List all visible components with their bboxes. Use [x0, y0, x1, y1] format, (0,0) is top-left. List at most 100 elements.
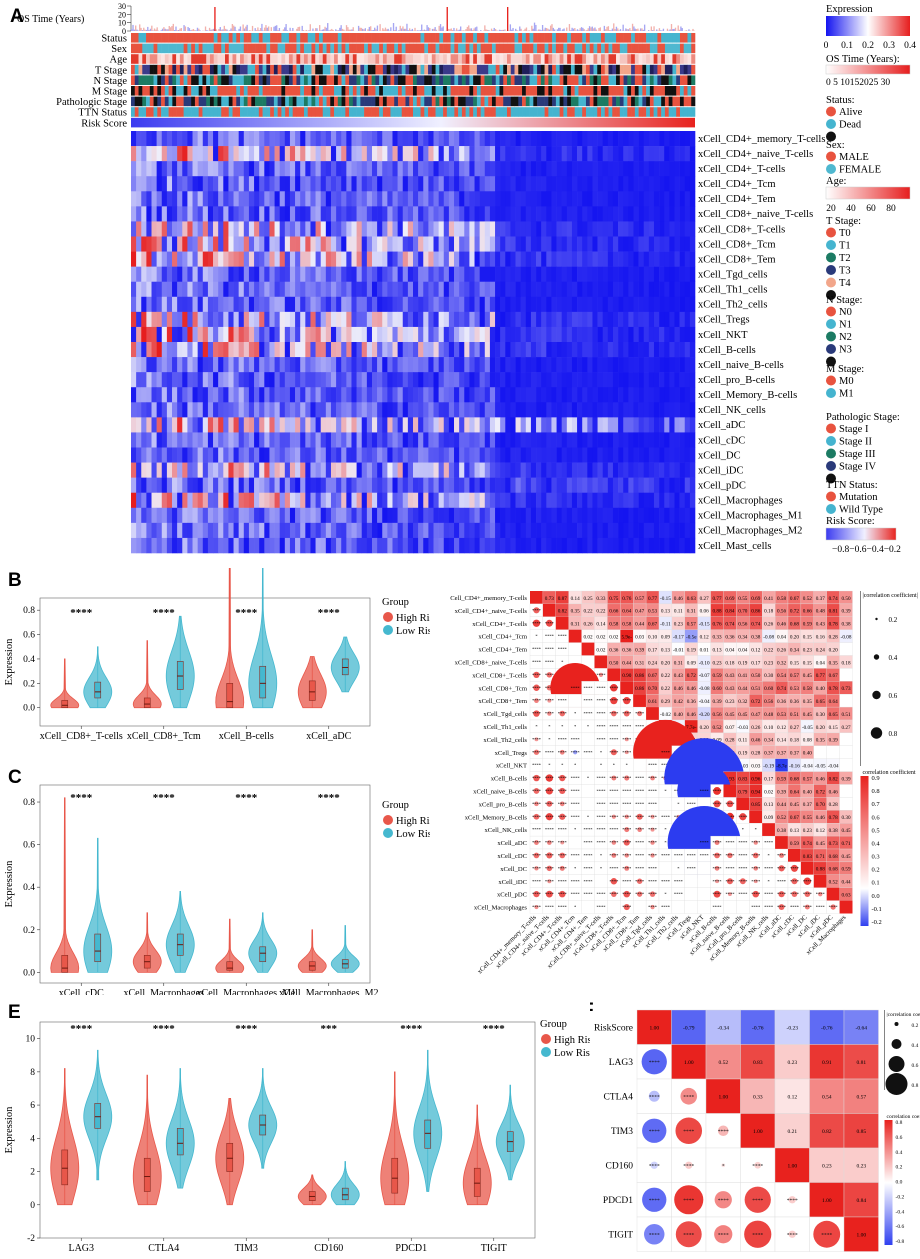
heatmap-cell	[664, 251, 670, 267]
heatmap-cell	[454, 146, 460, 162]
heatmap-cell	[182, 146, 188, 162]
heatmap-cell	[146, 462, 152, 478]
heatmap-cell	[341, 507, 347, 524]
heatmap-cell	[238, 357, 245, 373]
os-bar	[282, 29, 285, 31]
heatmap-cell	[474, 206, 480, 222]
heatmap-cell	[279, 462, 286, 478]
heatmap-cell	[556, 311, 562, 328]
heatmap-cell	[438, 537, 445, 554]
annotation-cell	[473, 86, 478, 96]
heatmap-cell	[177, 537, 183, 554]
os-bar	[535, 24, 537, 31]
heatmap-cell	[571, 236, 578, 252]
annotation-cell	[522, 107, 527, 117]
heatmap-cell	[669, 146, 675, 162]
heatmap-cell	[284, 176, 291, 192]
annotation-cell	[292, 64, 297, 75]
annotation-cell	[228, 43, 233, 54]
heatmap-cell	[433, 266, 439, 283]
heatmap-cell	[259, 357, 265, 373]
heatmap-cell	[141, 326, 147, 343]
heatmap-cell	[161, 387, 168, 403]
heatmap-cell	[438, 206, 445, 222]
heatmap-cell	[577, 296, 583, 313]
os-bar	[208, 27, 211, 31]
heatmap-cell	[684, 387, 691, 403]
heatmap-cell	[177, 507, 183, 524]
heatmap-cell	[689, 311, 696, 328]
heatmap-cell	[500, 387, 506, 403]
heatmap-cell	[202, 146, 209, 162]
os-ticks: 0 5 10152025 30	[826, 78, 890, 88]
heatmap-cell	[351, 462, 357, 478]
heatmap-cell	[418, 477, 424, 494]
heatmap-cell	[259, 477, 265, 494]
annotation-cell	[619, 96, 624, 107]
heatmap-cell	[387, 402, 393, 418]
heatmap-cell	[592, 161, 598, 177]
heatmap-cell	[356, 296, 363, 313]
heatmap-cell	[382, 146, 388, 162]
heatmap-cell	[423, 266, 429, 283]
heatmap-cell	[571, 507, 578, 524]
heatmap-cell	[213, 311, 219, 328]
heatmap-cell	[597, 342, 604, 358]
os-bar	[360, 27, 362, 31]
annotation-cell	[616, 75, 621, 85]
annotation-cell	[270, 107, 275, 117]
os-bar	[331, 28, 333, 31]
heatmap-cell	[505, 507, 511, 524]
heatmap-cell	[689, 176, 696, 192]
heatmap-cell	[689, 131, 696, 147]
annotation-cell	[394, 86, 399, 96]
xcell-expression-heatmap: xCell_CD4+_memory_T-cellsxCell_CD4+_naiv…	[131, 131, 825, 554]
heatmap-cell	[382, 507, 388, 524]
annotation-cell	[307, 107, 312, 117]
annotation-cell	[469, 64, 474, 75]
heatmap-cell	[679, 387, 686, 403]
heatmap-cell	[207, 537, 214, 554]
heatmap-cell	[495, 537, 501, 554]
heatmap-cell	[233, 357, 239, 373]
annotation-cell	[458, 86, 463, 96]
annotation-cell	[146, 96, 151, 107]
heatmap-cell	[254, 296, 260, 313]
heatmap-cell	[315, 161, 322, 177]
heatmap-cell	[228, 417, 234, 433]
heatmap-cell	[269, 387, 275, 403]
heatmap-cell	[464, 206, 470, 222]
heatmap-cell	[413, 161, 419, 177]
annotation-cell	[390, 54, 395, 64]
heatmap-cell	[361, 131, 368, 147]
annotation-cell	[612, 86, 617, 96]
annotation-cell	[480, 75, 485, 85]
annotation-cell	[262, 64, 267, 75]
heatmap-cell	[448, 176, 455, 192]
heatmap-cell	[243, 161, 250, 177]
heatmap-cell	[536, 372, 542, 388]
heatmap-cell	[561, 191, 568, 207]
heatmap-cell	[648, 477, 655, 494]
heatmap-cell	[428, 522, 434, 539]
heatmap-cell	[679, 281, 686, 298]
heatmap-cell	[238, 311, 245, 328]
annotation-cell	[612, 33, 617, 43]
heatmap-cell	[382, 236, 388, 252]
heatmap-cell	[500, 191, 506, 207]
annotation-cell	[138, 43, 143, 54]
heatmap-cell	[592, 357, 598, 373]
legend-dot	[383, 625, 393, 635]
heatmap-cell	[202, 326, 209, 343]
annotation-cell	[394, 96, 399, 107]
heatmap-cell	[397, 447, 404, 463]
heatmap-cell	[474, 146, 480, 162]
heatmap-cell	[423, 251, 429, 267]
annotation-cell	[454, 86, 459, 96]
heatmap-cell	[464, 161, 470, 177]
annotation-cell	[319, 75, 324, 85]
heatmap-cell	[587, 146, 593, 162]
age-colorbar	[825, 186, 911, 200]
os-bar	[472, 30, 474, 31]
annotation-cell	[416, 75, 421, 85]
